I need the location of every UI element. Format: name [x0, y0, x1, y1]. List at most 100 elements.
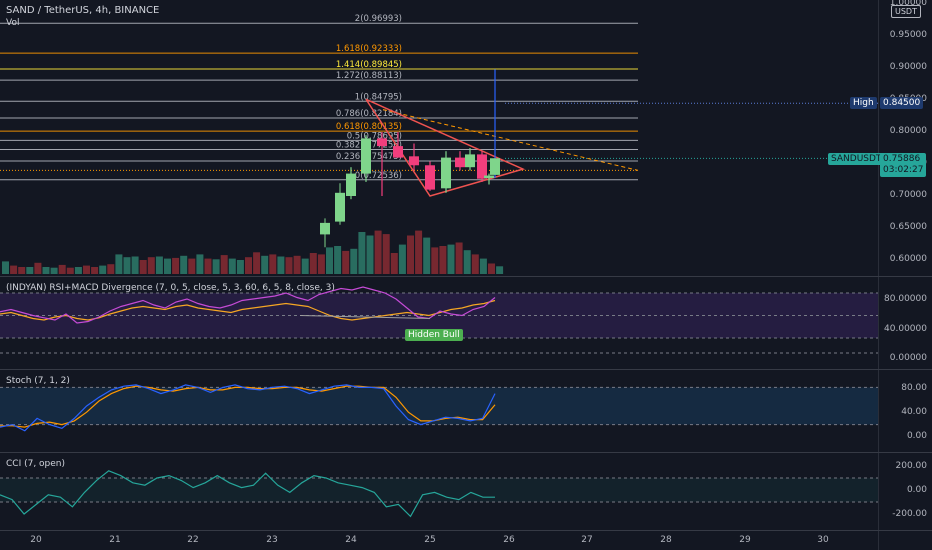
time-axis[interactable]: 20 21 22 23 24 25 26 27 28 29 30: [0, 531, 878, 550]
pane-separator[interactable]: [0, 369, 932, 370]
rsi-line: [0, 286, 496, 324]
volume-bar: [2, 261, 9, 274]
candle-body: [484, 175, 494, 179]
candle-body: [455, 157, 465, 168]
candle-body: [425, 165, 435, 190]
rsi-tick-0: 0.00000: [889, 353, 927, 363]
candle-body: [393, 146, 403, 158]
fib-level-label: 1(0.84795): [355, 92, 402, 102]
volume-bar: [269, 254, 277, 274]
stoch-tick-40: 40.00: [901, 407, 927, 417]
pane-separator[interactable]: [0, 276, 932, 277]
fib-level-label: 1.414(0.89845): [336, 60, 402, 70]
date-label: 26: [503, 535, 515, 545]
volume-bar: [212, 259, 220, 274]
volume-bar: [261, 255, 269, 274]
currency-badge[interactable]: USDT: [891, 5, 921, 18]
volume-bar: [107, 264, 115, 274]
fib-level-label: 0.786(0.82184): [336, 109, 402, 119]
rsi-tick-40: 40.00000: [884, 324, 927, 334]
volume-bar: [285, 257, 293, 274]
volume-bar: [155, 256, 163, 274]
stoch-chart-canvas[interactable]: [0, 370, 878, 452]
volume-bar: [180, 255, 188, 274]
price-axis[interactable]: 1.000000.950000.900000.850000.800000.750…: [878, 0, 932, 276]
volume-bar: [228, 258, 236, 274]
candle-body: [377, 138, 387, 147]
last-price-value: 0.75886: [883, 154, 921, 164]
stoch-title[interactable]: Stoch (7, 1, 2): [6, 376, 70, 386]
cci-tick-minus200: -200.00: [892, 509, 927, 519]
volume-bar: [463, 250, 471, 274]
volume-bar: [326, 247, 333, 274]
fib-level-label: 0(0.72536): [355, 171, 402, 181]
symbol-title: SAND / TetherUS, 4h, BINANCE: [6, 5, 160, 16]
cci-tick-200: 200.00: [895, 461, 928, 471]
corner-settings[interactable]: [878, 531, 932, 550]
fib-level-label: 0.5(0.78695): [347, 131, 402, 141]
volume-bar: [91, 267, 99, 274]
volume-bar: [164, 258, 171, 274]
volume-bar: [390, 253, 398, 274]
last-price-tag: 0.75886 03:02:27: [880, 153, 927, 177]
volume-label: Vol: [6, 18, 20, 28]
volume-bar: [301, 258, 309, 274]
fib-level-label: 0.618(0.80135): [336, 122, 402, 132]
volume-bar: [407, 235, 414, 274]
volume-bar: [382, 234, 390, 274]
volume-bar: [18, 267, 26, 274]
cci-pane[interactable]: CCI (7, open): [0, 453, 878, 530]
volume-bar: [374, 230, 382, 274]
cci-axis[interactable]: 200.00 0.00 -200.00: [878, 453, 932, 530]
rsi-pane[interactable]: (INDYAN) RSI+MACD Divergence (7, 0, 5, c…: [0, 277, 878, 369]
volume-bar: [147, 257, 155, 274]
volume-bar: [58, 264, 66, 274]
volume-bar: [447, 244, 455, 274]
price-chart-canvas[interactable]: 2(0.96993) 1.618(0.92333) 1.414(0.89845)1.…: [0, 0, 878, 276]
candle-countdown: 03:02:27: [883, 165, 924, 175]
stoch-axis[interactable]: 80.00 40.00 0.00: [878, 370, 932, 452]
volume-bar: [455, 242, 463, 274]
date-label: 29: [739, 535, 751, 545]
volume-bar: [398, 244, 406, 274]
symbol-price-tag: SANDUSDT: [828, 153, 885, 165]
volume-bar: [99, 265, 107, 274]
cci-chart-canvas[interactable]: [0, 453, 878, 530]
stoch-pane[interactable]: Stoch (7, 1, 2): [0, 370, 878, 452]
candle-body: [335, 192, 345, 222]
price-tick: 0.60000: [889, 254, 927, 264]
volume-bar: [34, 262, 42, 274]
rsi-axis[interactable]: 80.00000 40.00000 0.00000: [878, 277, 932, 369]
volume-bar: [83, 265, 90, 274]
rsi-title[interactable]: (INDYAN) RSI+MACD Divergence (7, 0, 5, c…: [6, 283, 335, 293]
pane-separator[interactable]: [0, 452, 932, 453]
price-tick: 0.65000: [889, 222, 927, 232]
divergence-line: [299, 315, 431, 319]
cci-title[interactable]: CCI (7, open): [6, 459, 66, 469]
candle-body: [477, 154, 487, 179]
date-label: 21: [109, 535, 121, 545]
volume-bar: [342, 250, 350, 274]
volume-bar: [196, 254, 204, 274]
volume-bar: [471, 254, 479, 274]
date-label: 20: [30, 535, 42, 545]
stoch-d-line: [0, 385, 496, 428]
high-label: High: [853, 98, 874, 108]
price-tick: 0.90000: [889, 62, 927, 72]
cci-line: [0, 470, 495, 518]
price-pane[interactable]: 2(0.96993) 1.618(0.92333) 1.414(0.89845) 1.…: [0, 0, 878, 276]
volume-bar: [245, 257, 252, 274]
candle-body: [346, 173, 356, 196]
time-axis-separator: [0, 530, 932, 531]
date-label: 25: [424, 535, 436, 545]
cci-tick-0: 0.00: [906, 485, 927, 495]
volume-bar: [236, 260, 244, 274]
high-price-tag: 0.84500: [880, 97, 924, 109]
rsi-tick-80: 80.00000: [884, 294, 927, 304]
volume-bar: [309, 253, 317, 274]
price-tick: 0.70000: [889, 190, 927, 200]
volume-bar: [139, 260, 147, 274]
candle-body: [441, 157, 451, 189]
cci-band: [0, 478, 878, 502]
volume-bar: [317, 254, 325, 274]
